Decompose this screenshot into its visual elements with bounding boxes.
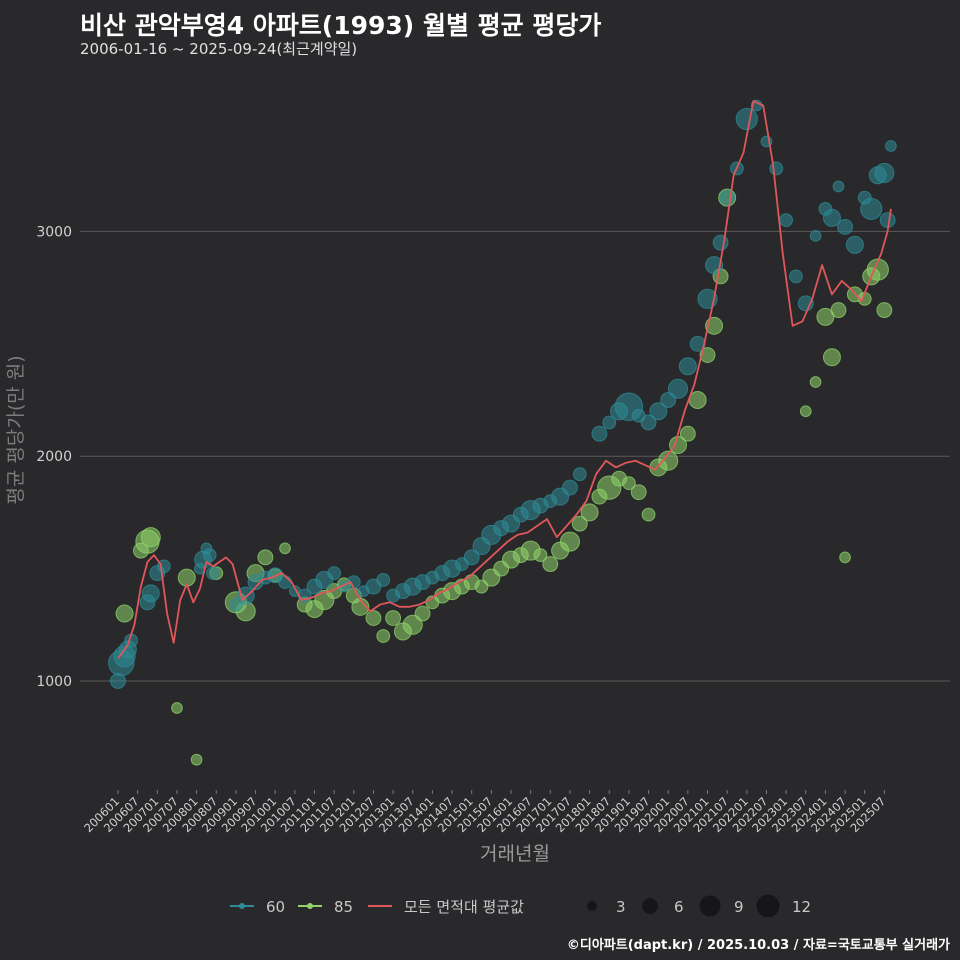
series-85-point [876, 302, 893, 319]
series-60-point [678, 357, 697, 376]
legend-size-label: 3 [616, 898, 626, 916]
legend-swatch-dot [239, 903, 245, 909]
series-85-point [580, 503, 599, 522]
series-85-point [699, 347, 716, 363]
series-60-point [735, 107, 758, 131]
series-60-point [719, 189, 736, 206]
series-85-point [365, 610, 382, 627]
legend-size-dot [699, 895, 721, 917]
x-axis-ticks: 2006012006072007012007072008012008072009… [81, 790, 888, 835]
series-85-point [839, 551, 851, 564]
legend-size-dot [756, 894, 780, 918]
series-60-point [206, 566, 220, 580]
y-tick-label: 2000 [36, 449, 72, 465]
series-60-point [202, 548, 217, 563]
series-60-point [769, 161, 784, 176]
scatter-points [108, 99, 897, 766]
series-60-point [779, 213, 793, 228]
series-60-point [845, 235, 864, 254]
chart-title: 비산 관악부영4 아파트(1993) 월별 평균 평당가 [80, 11, 602, 40]
series-60-point [649, 402, 668, 421]
series-60-point [591, 425, 608, 442]
series-60-point [789, 269, 803, 284]
series-60-point [667, 378, 689, 399]
series-85-point [115, 604, 134, 623]
series-85-point [641, 507, 656, 522]
series-85-point [679, 425, 696, 442]
legend-label: 모든 면적대 평균값 [404, 898, 524, 916]
grid-lines [80, 230, 950, 682]
series-85-point [658, 450, 679, 471]
series-85-point [414, 605, 431, 622]
series-85-point [140, 527, 161, 548]
legend-size-label: 12 [792, 898, 811, 916]
series-85-point [402, 614, 423, 635]
series-60-point [572, 467, 587, 482]
series-85-point [257, 549, 274, 566]
series-60-point [712, 234, 729, 251]
series-60-point [141, 584, 160, 603]
footer-credit: ©디아파트(dapt.kr) / 2025.10.03 / 자료=국토교통부 실… [566, 938, 950, 953]
series-60-point [837, 218, 853, 235]
y-tick-label: 3000 [36, 224, 72, 240]
series-60-point [562, 479, 578, 496]
series-85-point [799, 405, 812, 418]
series-60-point [463, 549, 480, 566]
series-60-point [809, 230, 822, 242]
series-85-point [571, 515, 588, 532]
series-85-point [559, 531, 581, 552]
series-60-point [885, 140, 897, 152]
series-85-point [822, 348, 841, 367]
legend-size-label: 6 [674, 898, 684, 916]
average-line-layer [117, 100, 892, 660]
series-60-point [602, 415, 617, 430]
legend-label: 60 [266, 898, 285, 916]
series-85-point [542, 556, 559, 573]
x-axis-label: 거래년월 [480, 843, 550, 865]
legend-size-dot [642, 898, 658, 914]
series-85-point [376, 629, 391, 643]
chart-subtitle: 2006-01-16 ~ 2025-09-24(최근계약일) [80, 40, 358, 58]
legend-size-dot [587, 901, 597, 911]
series-60-point [689, 335, 706, 352]
series-85-point [279, 542, 291, 555]
series-85-point [630, 484, 647, 501]
series-85-point [533, 548, 548, 563]
legend: 60 85 모든 면적대 평균값 3 6 9 12 [230, 894, 811, 918]
series-60-point [822, 208, 841, 227]
series-60-point [327, 566, 342, 580]
series-60-point [832, 180, 845, 193]
series-60-point [860, 197, 883, 221]
series-85-point [830, 302, 847, 319]
y-axis-ticks: 1000 2000 3000 [36, 224, 72, 690]
series-85-point [809, 376, 822, 388]
series-60-point [874, 162, 895, 184]
series-85-point [622, 476, 636, 491]
y-axis-label: 평균 평당가(만 원) [5, 355, 27, 504]
series-60-point [278, 575, 292, 589]
legend-label: 85 [334, 898, 353, 916]
series-85-point [171, 702, 183, 714]
legend-size-label: 9 [734, 898, 744, 916]
series-85-point [190, 753, 203, 766]
legend-swatch-dot [307, 903, 313, 909]
series-85-point [385, 610, 402, 627]
series-85-point [816, 307, 835, 326]
average-line [117, 100, 892, 660]
series-60-point [376, 572, 391, 587]
y-tick-label: 1000 [36, 674, 72, 690]
series-60-point [640, 414, 657, 431]
